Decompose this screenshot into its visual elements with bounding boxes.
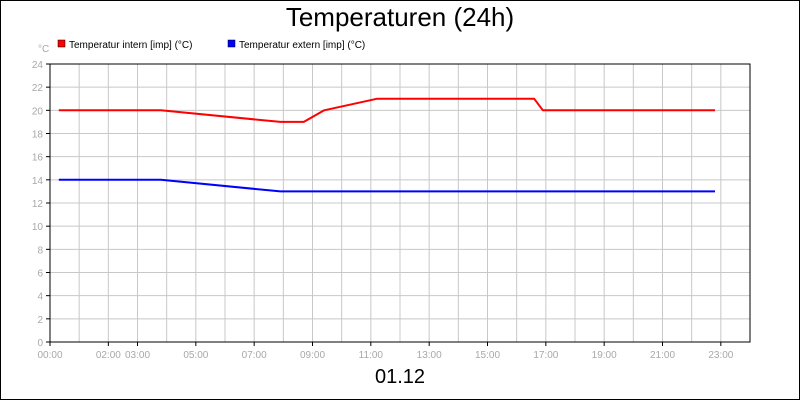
series-lines [58, 97, 715, 193]
x-tick-label: 23:00 [708, 350, 733, 361]
y-tick-label: 14 [32, 176, 44, 187]
y-tick-label: 18 [32, 130, 44, 141]
series-line [58, 97, 715, 123]
chart-title: Temperaturen (24h) [285, 2, 515, 32]
x-tick-label: 05:00 [183, 350, 208, 361]
x-axis-date-label: 01.12 [374, 366, 426, 388]
y-tick-label: 4 [37, 292, 43, 303]
legend-label: Temperatur intern [imp] (°C) [69, 40, 192, 51]
y-tick-label: 10 [32, 222, 44, 233]
x-tick-label: 09:00 [300, 350, 325, 361]
x-tick-label: 13:00 [417, 350, 442, 361]
x-tick-label: 02:00 [96, 350, 121, 361]
legend-swatch [227, 39, 236, 48]
legend-swatch [57, 39, 66, 48]
x-tick-label: 17:00 [533, 350, 558, 361]
x-tick-label: 11:00 [359, 350, 384, 361]
x-tick-label: 07:00 [242, 350, 267, 361]
x-tick-label: 19:00 [592, 350, 617, 361]
y-tick-label: 0 [37, 338, 43, 349]
grid [50, 64, 750, 342]
y-tick-label: 22 [32, 83, 44, 94]
y-tick-label: 8 [37, 245, 43, 256]
x-tick-label: 00:00 [37, 350, 62, 361]
y-tick-label: 20 [32, 106, 44, 117]
series-line [58, 178, 715, 193]
y-tick-label: 6 [37, 269, 43, 280]
y-tick-label: 24 [32, 60, 44, 71]
legend-label: Temperatur extern [imp] (°C) [239, 40, 365, 51]
x-tick-label: 15:00 [475, 350, 500, 361]
x-tick-label: 21:00 [650, 350, 675, 361]
x-axis-ticks: 00:00 02:00 03:00 05:00 07:00 09:00 11:00 13:00… [37, 342, 734, 361]
y-tick-label: 16 [32, 153, 44, 164]
legend: Temperatur intern [imp] (°C) Temperatur e… [57, 39, 365, 51]
y-axis-label: °C [38, 44, 49, 55]
y-tick-label: 2 [37, 315, 43, 326]
x-tick-label: 03:00 [125, 350, 150, 361]
y-tick-label: 12 [32, 199, 44, 210]
